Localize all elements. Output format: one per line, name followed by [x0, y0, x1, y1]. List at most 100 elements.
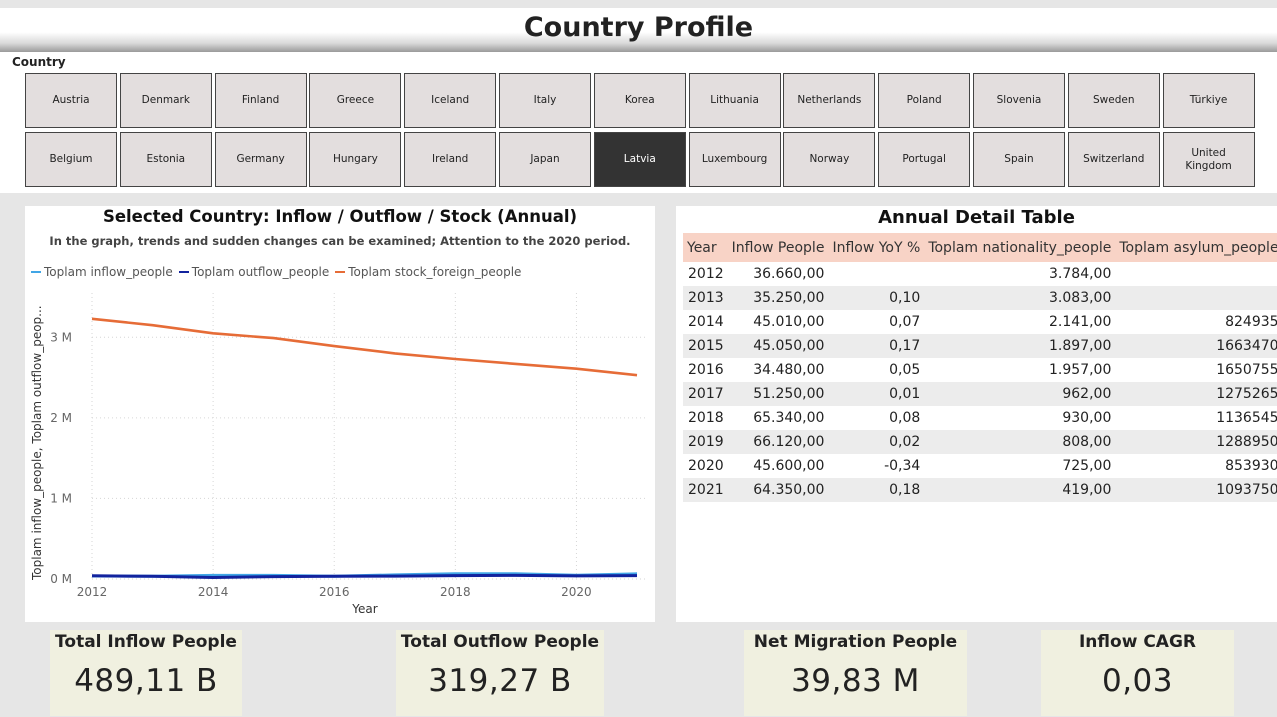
y-tick-label: 2 M [50, 411, 72, 425]
table-cell: 824935 [1225, 314, 1277, 330]
country-button-germany[interactable]: Germany [214, 132, 307, 187]
table-cell: 2019 [683, 430, 728, 454]
table-cell: 51.250,00 [727, 382, 829, 406]
table-cell: 0,02 [828, 430, 925, 454]
country-button-portugal[interactable]: Portugal [878, 132, 971, 187]
country-button-latvia[interactable]: Latvia [593, 132, 686, 187]
table-cell: 0,18 [828, 478, 925, 502]
x-tick-label: 2020 [561, 585, 592, 599]
table-cell: 0,01 [828, 382, 925, 406]
column-header[interactable]: Inflow People [727, 233, 829, 262]
slicer-button-grid: Austria Denmark Finland Greece Iceland Italy K… [25, 73, 1255, 187]
line-chart[interactable]: 0 M 1 M 2 M 3 M 2012 2014 2016 2018 2020 [25, 206, 655, 622]
legend-label: Toplam outflow_people [191, 265, 330, 279]
x-tick-label: 2016 [319, 585, 350, 599]
country-button-austria[interactable]: Austria [25, 73, 117, 128]
table-cell: 2013 [683, 286, 728, 310]
y-tick-label: 1 M [50, 491, 72, 505]
table-cell: 2014 [688, 314, 724, 330]
column-header[interactable]: Year [683, 233, 728, 262]
kpi-label: Total Outflow People [400, 632, 600, 652]
table-cell [1115, 262, 1277, 286]
country-button-finland[interactable]: Finland [214, 73, 307, 128]
table-row: 2018 65.340,00 0,08 930,00 1136545 [683, 406, 1277, 430]
table-cell: 1136545 [1216, 410, 1277, 426]
country-button-italy[interactable]: Italy [498, 73, 591, 128]
table-cell: 2015 [683, 334, 728, 358]
table-row: 2017 51.250,00 0,01 962,00 1275265 [683, 382, 1277, 406]
table-cell: 3.784,00 [1049, 266, 1112, 282]
country-button-iceland[interactable]: Iceland [404, 73, 497, 128]
table-title: Annual Detail Table [878, 207, 1075, 228]
legend-item[interactable]: Toplam outflow_people [178, 265, 330, 279]
kpi-value: 0,03 [1101, 663, 1174, 699]
series-line-3[interactable] [91, 317, 638, 377]
table-cell: 2021 [683, 478, 728, 502]
country-button-switzerland[interactable]: Switzerland [1067, 132, 1160, 187]
country-button-luxembourg[interactable]: Luxembourg [688, 132, 781, 187]
table-cell: 1.957,00 [1049, 362, 1112, 378]
table-cell: 45.050,00 [727, 334, 829, 358]
table-cell: 36.660,00 [753, 266, 825, 282]
kpi-card-inflow-cagr: Inflow CAGR 0,03 [1041, 630, 1234, 716]
table-cell: 419,00 [924, 478, 1116, 502]
table-cell: 962,00 [924, 382, 1116, 406]
column-header[interactable]: Inflow YoY % [828, 233, 925, 262]
table-cell: 65.340,00 [753, 410, 825, 426]
legend-item[interactable]: Toplam inflow_people [31, 265, 173, 279]
country-button-united-kingdom[interactable]: United Kingdom [1162, 132, 1255, 187]
line-chart-panel: Selected Country: Inflow / Outflow / Sto… [25, 206, 655, 622]
annual-detail-table: Year Inflow People Inflow YoY % Toplam nati… [683, 233, 1277, 502]
table-row: 2016 34.480,00 0,05 1.957,00 1650755 [683, 358, 1277, 382]
country-button-hungary[interactable]: Hungary [309, 132, 402, 187]
country-button-türkiye[interactable]: Türkiye [1162, 73, 1255, 128]
page-title-bar: Country Profile [0, 8, 1277, 52]
country-button-estonia[interactable]: Estonia [119, 132, 212, 187]
table-cell: 35.250,00 [727, 286, 829, 310]
table-cell: 2017 [683, 382, 728, 406]
table-cell: 1663470 [1115, 334, 1277, 358]
country-button-ireland[interactable]: Ireland [404, 132, 497, 187]
chart-legend: Toplam inflow_people Toplam outflow_peopl… [31, 262, 527, 279]
table-cell: 45.600,00 [753, 458, 825, 474]
legend-item[interactable]: Toplam stock_foreign_people [335, 265, 521, 279]
column-header[interactable]: Toplam asylum_people [1115, 233, 1277, 262]
table-cell: 66.120,00 [727, 430, 829, 454]
table-cell: 0,10 [828, 286, 925, 310]
country-button-spain[interactable]: Spain [972, 132, 1065, 187]
country-button-belgium[interactable]: Belgium [25, 132, 117, 187]
y-tick-label: 0 M [50, 572, 72, 586]
column-header[interactable]: Toplam nationality_people [924, 233, 1116, 262]
table-cell: 1.897,00 [924, 334, 1116, 358]
table-row: 2020 45.600,00 -0,34 725,00 853930 [683, 454, 1277, 478]
country-button-japan[interactable]: Japan [498, 132, 591, 187]
country-button-lithuania[interactable]: Lithuania [688, 73, 781, 128]
table-cell: 808,00 [924, 430, 1116, 454]
y-tick-label: 3 M [50, 330, 72, 344]
country-button-sweden[interactable]: Sweden [1067, 73, 1160, 128]
legend-swatch [178, 271, 189, 273]
table-cell: 3.083,00 [924, 286, 1116, 310]
table-row: 2019 66.120,00 0,02 808,00 1288950 [683, 430, 1277, 454]
country-button-greece[interactable]: Greece [309, 73, 402, 128]
chart-title: Selected Country: Inflow / Outflow / Sto… [102, 207, 578, 226]
country-button-slovenia[interactable]: Slovenia [972, 73, 1065, 128]
table-cell: 34.480,00 [753, 362, 825, 378]
country-button-norway[interactable]: Norway [783, 132, 876, 187]
country-button-korea[interactable]: Korea [593, 73, 686, 128]
table-row: 2012 36.660,00 3.784,00 [683, 262, 1277, 286]
series-line-2[interactable] [91, 573, 638, 579]
x-tick-label: 2018 [440, 585, 471, 599]
country-button-netherlands[interactable]: Netherlands [783, 73, 876, 128]
table-cell [828, 262, 924, 286]
chart-subtitle: In the graph, trends and sudden changes … [49, 234, 631, 248]
legend-swatch [335, 271, 346, 273]
kpi-card-total-outflow: Total Outflow People 319,27 B [396, 630, 604, 716]
x-tick-label: 2014 [198, 585, 229, 599]
country-button-denmark[interactable]: Denmark [119, 73, 212, 128]
country-button-poland[interactable]: Poland [878, 73, 971, 128]
table-row: 2021 64.350,00 0,18 419,00 1093750 [683, 478, 1277, 502]
table-cell: 0,17 [828, 334, 925, 358]
kpi-card-total-inflow: Total Inflow People 489,11 B [50, 630, 242, 716]
